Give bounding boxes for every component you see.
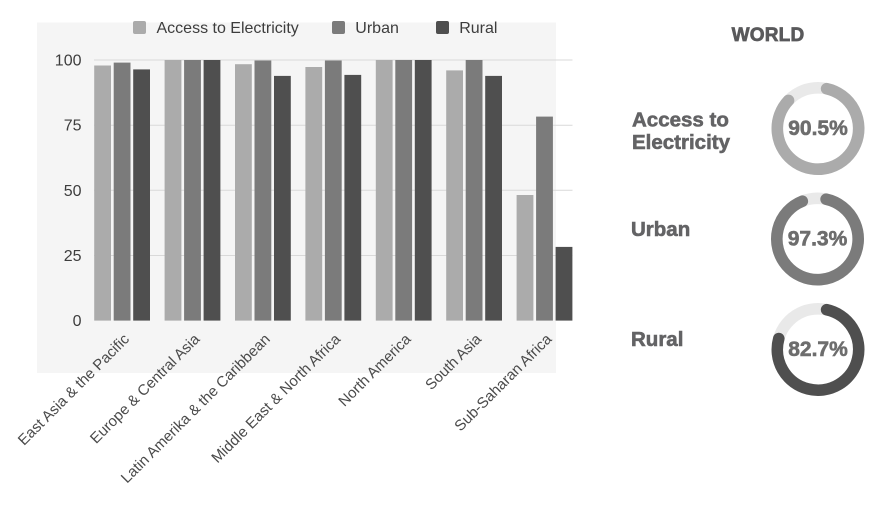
svg-text:90.5%: 90.5% [788,117,848,140]
svg-text:WORLD: WORLD [732,25,805,46]
svg-text:Access to: Access to [632,109,729,132]
svg-text:Rural: Rural [631,328,683,351]
svg-text:100: 100 [55,53,82,70]
svg-text:25: 25 [64,248,82,265]
svg-text:0: 0 [73,313,82,330]
svg-text:Rural: Rural [459,20,497,37]
svg-text:75: 75 [64,118,82,135]
svg-text:Access to Electricity: Access to Electricity [157,20,299,37]
svg-text:97.3%: 97.3% [788,228,848,251]
svg-text:Urban: Urban [355,20,399,37]
svg-text:Urban: Urban [631,218,690,241]
svg-text:50: 50 [64,183,82,200]
svg-text:Electricity: Electricity [632,131,731,154]
svg-text:82.7%: 82.7% [788,338,848,361]
